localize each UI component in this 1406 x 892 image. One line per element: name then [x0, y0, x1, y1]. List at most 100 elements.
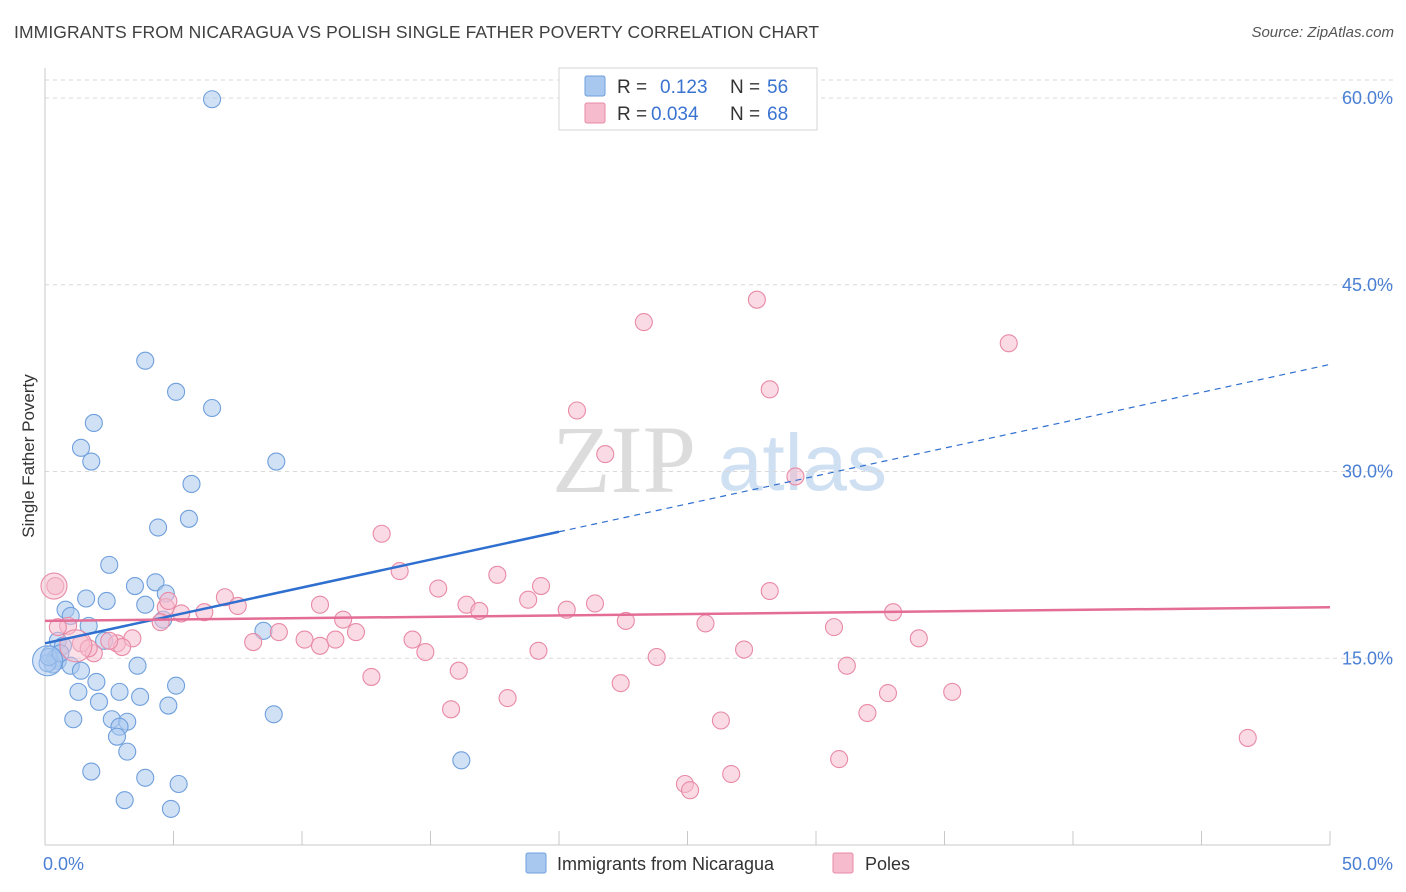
poles-point-26 — [696, 614, 715, 633]
legend-n-value-poles: 68 — [767, 104, 788, 125]
nicaragua-point-7 — [267, 452, 286, 471]
legend-r-label-nicaragua: R = — [617, 77, 647, 98]
y-tick-label-2: 45.0% — [1342, 275, 1393, 295]
series-poles-points — [40, 290, 1257, 800]
nicaragua-point-32 — [128, 656, 147, 675]
poles-point-13 — [215, 588, 234, 607]
poles-point-11 — [531, 576, 551, 596]
poles-point-51 — [1238, 728, 1257, 747]
poles-point-39 — [734, 640, 754, 659]
nicaragua-point-52 — [115, 791, 134, 810]
x-tick-label-max: 50.0% — [1342, 854, 1393, 874]
nicaragua-point-1 — [136, 351, 155, 370]
nicaragua-point-34 — [87, 672, 106, 691]
nicaragua-point-11 — [100, 555, 119, 574]
source-credit: Source: ZipAtlas.com — [1251, 24, 1394, 41]
nicaragua-point-15 — [136, 595, 155, 614]
legend-n-label-nicaragua: N = — [730, 77, 760, 98]
y-tick-label-0: 15.0% — [1342, 648, 1393, 668]
nicaragua-point-47 — [118, 742, 137, 761]
watermark-atlas: atlas — [718, 418, 887, 507]
poles-point-35 — [244, 633, 263, 652]
legend-r-value-nicaragua: 0.123 — [660, 77, 708, 98]
series-nicaragua-points — [32, 90, 471, 818]
poles-point-32 — [326, 630, 345, 649]
nicaragua-point-3 — [203, 398, 222, 418]
legend-n-value-nicaragua: 56 — [767, 77, 788, 98]
poles-point-0 — [747, 290, 766, 309]
bottom-legend-label-nicaragua: Immigrants from Nicaragua — [557, 854, 775, 874]
poles-point-5 — [596, 445, 615, 464]
poles-cluster-point — [40, 572, 68, 600]
poles-point-66 — [159, 591, 178, 611]
nicaragua-point-5 — [71, 438, 91, 457]
nicaragua-point-36 — [69, 682, 88, 701]
nicaragua-point-48 — [452, 751, 471, 770]
bottom-legend-swatch-nicaragua — [525, 852, 547, 874]
nicaragua-point-9 — [179, 509, 198, 528]
nicaragua-point-17 — [97, 591, 116, 611]
chart-title: IMMIGRANTS FROM NICARAGUA VS POLISH SING… — [14, 22, 820, 42]
tick-labels: 15.0% 30.0% 45.0% 60.0% 0.0% 50.0% — [43, 88, 1393, 874]
poles-point-47 — [498, 689, 517, 708]
poles-point-31 — [295, 630, 314, 649]
y-axis-title: Single Father Poverty — [19, 374, 38, 538]
poles-point-33 — [403, 630, 422, 649]
poles-point-4 — [567, 401, 587, 420]
poles-point-3 — [760, 380, 779, 399]
bottom-legend-label-poles: Poles — [865, 854, 910, 874]
poles-point-34 — [909, 629, 928, 648]
poles-point-1 — [634, 313, 653, 332]
nicaragua-point-50 — [136, 768, 155, 787]
gridlines — [45, 79, 1395, 659]
poles-point-42 — [449, 661, 468, 680]
nicaragua-cluster-point — [32, 645, 64, 677]
poles-point-53 — [722, 764, 741, 784]
poles-point-41 — [837, 656, 856, 675]
poles-point-63 — [48, 618, 67, 637]
legend-r-label-poles: R = — [617, 104, 647, 125]
nicaragua-point-51 — [169, 774, 188, 794]
nicaragua-point-41 — [264, 705, 283, 724]
nicaragua-point-6 — [82, 452, 101, 471]
poles-point-27 — [824, 618, 844, 637]
poles-point-37 — [416, 642, 435, 662]
poles-point-9 — [488, 565, 507, 584]
nicaragua-point-0 — [203, 90, 222, 109]
poles-point-6 — [786, 467, 805, 486]
poles-point-2 — [999, 334, 1018, 353]
nicaragua-point-13 — [146, 573, 165, 592]
nicaragua-point-39 — [131, 687, 150, 706]
poles-point-40 — [647, 647, 666, 667]
nicaragua-point-42 — [64, 710, 83, 729]
poles-point-44 — [611, 674, 630, 693]
poles-point-29 — [269, 623, 288, 642]
poles-point-10 — [429, 579, 448, 598]
axes — [44, 68, 1331, 846]
nicaragua-point-53 — [161, 799, 180, 818]
nicaragua-point-8 — [182, 474, 201, 494]
y-tick-label-3: 60.0% — [1342, 88, 1393, 108]
watermark-zip: ZIP — [552, 406, 696, 513]
x-tick-label-min: 0.0% — [43, 854, 84, 874]
poles-point-49 — [858, 703, 877, 723]
legend-box: R = 0.123 N = 56 R = 0.034 N = 68 — [558, 67, 818, 131]
poles-point-18 — [585, 594, 605, 613]
poles-point-45 — [878, 684, 898, 703]
poles-point-24 — [334, 610, 353, 629]
poles-point-15 — [310, 595, 330, 614]
nicaragua-point-16 — [77, 589, 96, 608]
nicaragua-point-4 — [84, 413, 103, 432]
bottom-legend: Immigrants from Nicaragua Poles — [525, 852, 910, 874]
poles-point-46 — [943, 682, 962, 701]
poles-point-7 — [372, 524, 391, 543]
poles-point-38 — [529, 641, 548, 660]
poles-point-22 — [557, 600, 576, 619]
nicaragua-point-46 — [107, 727, 127, 746]
poles-point-30 — [346, 623, 366, 642]
bottom-legend-swatch-poles — [832, 852, 854, 874]
y-tick-label-1: 30.0% — [1342, 462, 1393, 482]
nicaragua-point-12 — [125, 576, 144, 596]
nicaragua-point-31 — [71, 661, 91, 680]
